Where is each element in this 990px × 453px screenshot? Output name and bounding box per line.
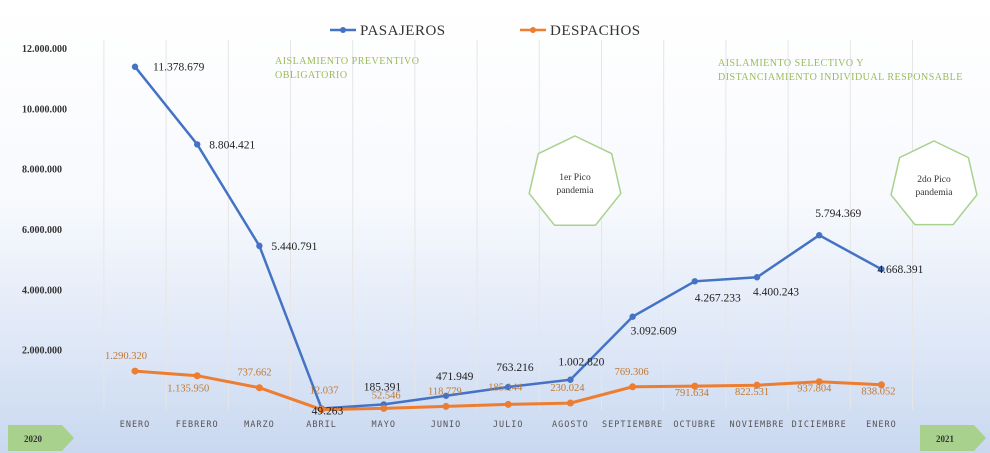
y-tick-label: 4.000.000 <box>22 285 62 296</box>
data-point <box>878 265 885 273</box>
x-tick-label: DICIEMBRE <box>792 420 847 430</box>
data-label: 838.052 <box>861 387 895 398</box>
data-label: 769.306 <box>615 367 649 378</box>
x-tick-label: JUNIO <box>431 420 462 430</box>
data-label: 185.144 <box>488 382 523 393</box>
data-point <box>629 313 636 320</box>
data-point <box>753 274 761 281</box>
data-point <box>566 399 574 407</box>
x-tick-label: MARZO <box>244 420 275 430</box>
x-tick-label: ENERO <box>866 420 897 430</box>
x-tick-label: ABRIL <box>306 420 337 430</box>
year-end-arrow <box>920 425 986 451</box>
data-label: 8.804.421 <box>209 139 255 151</box>
y-tick-label: 6.000.000 <box>22 225 62 236</box>
data-labels: 11.378.679 8.804.421 5.440.791 49.263 185.39… <box>105 62 924 418</box>
peak-label: pandemia <box>557 186 595 196</box>
data-label: 11.378.679 <box>153 62 205 74</box>
data-point <box>567 376 574 383</box>
data-label: 1.290.320 <box>105 351 147 362</box>
data-label: 1.002.820 <box>558 357 604 369</box>
data-label: 4.668.391 <box>877 264 923 276</box>
data-label: 4.400.243 <box>753 286 799 298</box>
year-label: 2020 <box>24 434 43 444</box>
annotation-line: AISLAMIENTO PREVENTIVO <box>275 56 419 67</box>
legend: PASAJEROS DESPACHOS <box>330 23 641 39</box>
annotations: AISLAMIENTO PREVENTIVO OBLIGATORIO AISLAMI… <box>275 56 978 227</box>
data-label: 822.531 <box>735 387 769 398</box>
data-point <box>442 402 450 410</box>
y-axis: 12.000.000 10.000.000 8.000.000 6.000.000 4.… <box>22 44 67 357</box>
y-tick-label: 2.000.000 <box>22 346 62 357</box>
data-label: 471.949 <box>436 371 474 383</box>
peak-label: 2do Pico <box>917 175 951 185</box>
annotation-line: AISLAMIENTO SELECTIVO Y <box>718 58 864 69</box>
data-label: 12.037 <box>310 386 339 397</box>
data-point <box>131 63 139 70</box>
y-tick-label: 8.000.000 <box>22 165 62 176</box>
x-tick-label: ENERO <box>120 420 151 430</box>
data-label: 1.135.950 <box>167 384 209 395</box>
data-point <box>131 367 139 375</box>
peak-1-heptagon <box>528 135 622 227</box>
data-label: 49.263 <box>312 406 344 418</box>
annotation-line: DISTANCIAMIENTO INDIVIDUAL RESPONSABLE <box>718 72 963 83</box>
peak-label: 1er Pico <box>559 173 591 183</box>
data-point <box>505 383 512 391</box>
data-label: 185.391 <box>364 381 402 393</box>
data-point <box>318 406 326 414</box>
data-point <box>504 400 512 408</box>
data-point <box>629 383 637 391</box>
data-label: 791.634 <box>675 388 710 399</box>
data-point <box>753 381 761 389</box>
data-point <box>255 384 263 392</box>
data-label: 230.024 <box>550 383 585 394</box>
y-tick-label: 12.000.000 <box>22 44 67 55</box>
data-label: 118.779 <box>428 386 462 397</box>
data-label: 937.804 <box>797 384 832 395</box>
data-label: 3.092.609 <box>631 326 677 338</box>
data-label: 52.546 <box>372 390 401 401</box>
data-label: 737.662 <box>237 368 271 379</box>
x-tick-label: SEPTIEMBRE <box>602 420 663 430</box>
data-label: 5.440.791 <box>271 241 317 253</box>
legend-marker <box>340 27 346 33</box>
grid-lines <box>103 40 913 410</box>
annotation-line: OBLIGATORIO <box>275 70 348 81</box>
year-label: 2021 <box>936 434 955 444</box>
x-tick-label: OCTUBRE <box>673 420 716 430</box>
year-markers: 2020 2021 <box>8 425 986 451</box>
data-point <box>194 141 201 148</box>
legend-marker <box>530 27 536 33</box>
x-tick-label: JULIO <box>493 420 524 430</box>
data-point <box>691 278 698 285</box>
legend-label: DESPACHOS <box>550 23 641 39</box>
data-point <box>816 232 823 239</box>
x-axis: ENERO FEBRERO MARZO ABRIL MAYO JUNIO JULIO AGOS… <box>120 420 897 430</box>
data-point <box>256 242 263 250</box>
series-line-pasajeros <box>134 65 882 410</box>
series <box>131 63 885 414</box>
x-tick-label: NOVIEMBRE <box>729 420 784 430</box>
data-label: 4.267.233 <box>695 292 741 304</box>
data-point <box>442 392 450 399</box>
data-point <box>193 372 201 380</box>
year-start-arrow <box>8 425 74 451</box>
peak-2-heptagon <box>890 140 978 226</box>
data-label: 763.216 <box>496 362 534 374</box>
data-point <box>691 382 699 390</box>
x-tick-label: AGOSTO <box>552 420 589 430</box>
data-point <box>815 378 823 386</box>
y-tick-label: 10.000.000 <box>22 104 67 115</box>
x-tick-label: MAYO <box>372 420 396 430</box>
legend-label: PASAJEROS <box>360 23 446 39</box>
x-tick-label: FEBRERO <box>176 420 219 430</box>
data-label: 5.794.369 <box>815 208 861 220</box>
peak-label: pandemia <box>916 188 954 198</box>
data-point <box>877 381 885 389</box>
data-point <box>380 404 388 412</box>
